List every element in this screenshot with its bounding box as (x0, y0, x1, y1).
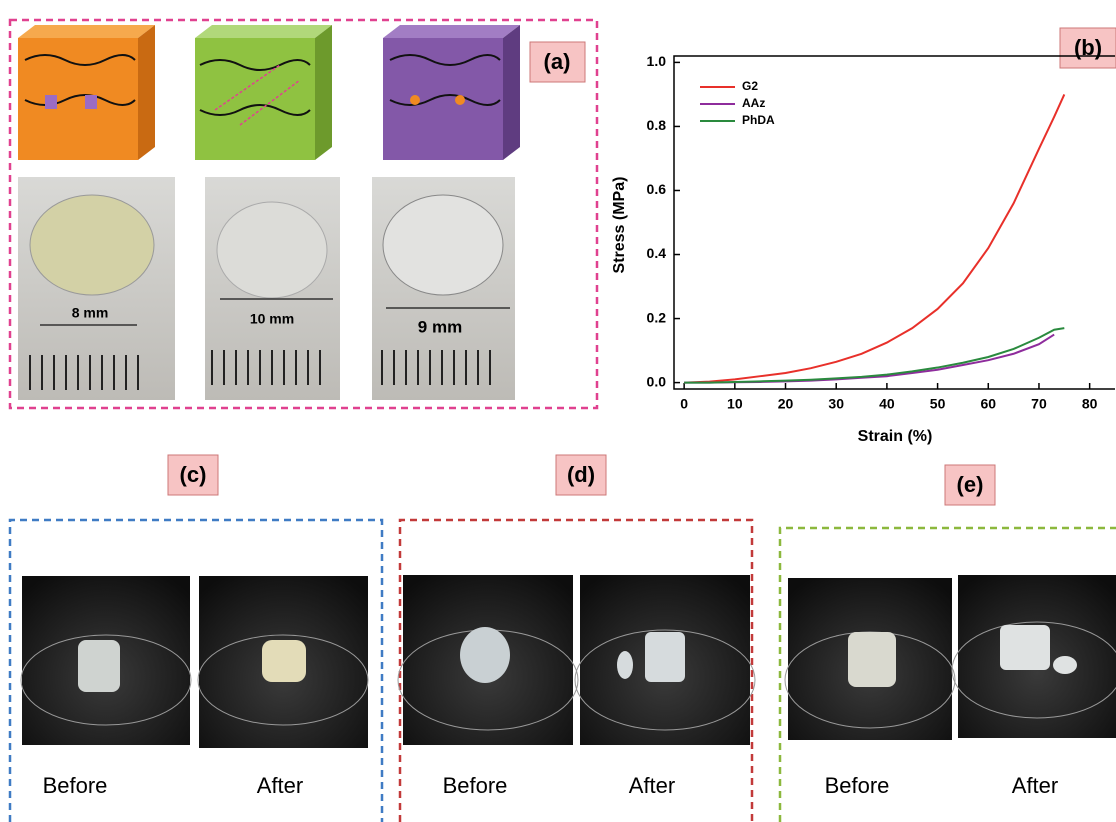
x-tick-label: 80 (1082, 396, 1098, 412)
label-box (555, 454, 607, 496)
x-tick-label: 20 (778, 396, 794, 412)
legend-label: AAz (742, 96, 765, 110)
label-box (167, 454, 219, 496)
cube (195, 25, 332, 160)
caption: After (629, 773, 675, 798)
label-box (529, 41, 586, 83)
line-chart: 0.0 0.2 0.4 0.6 0.8 1.0 0 10 20 30 40 50 60 70 80 G2 AAz… (647, 53, 1115, 412)
photo (397, 575, 756, 745)
caption: After (1012, 773, 1058, 798)
x-axis-label: Strain (%) (858, 428, 933, 445)
legend-label: PhDA (742, 113, 775, 127)
series-line (684, 327, 1065, 384)
y-tick-label: 0.0 (647, 373, 667, 389)
panel-label: (e) (957, 472, 984, 497)
caption: Before (43, 773, 108, 798)
x-tick-label: 0 (680, 396, 688, 412)
y-tick-label: 0.8 (647, 117, 667, 133)
caption: Before (825, 773, 890, 798)
y-tick-label: 0.2 (647, 309, 667, 325)
y-tick-label: 1.0 (647, 53, 667, 69)
x-tick-label: 70 (1031, 396, 1047, 412)
label-box (944, 464, 996, 506)
y-tick-label: 0.6 (647, 181, 667, 197)
panel-label: (a) (544, 49, 571, 74)
x-tick-label: 50 (930, 396, 946, 412)
x-tick-label: 10 (727, 396, 743, 412)
panel-border (8, 18, 599, 410)
cube (383, 25, 520, 160)
caption: Before (443, 773, 508, 798)
cube (18, 25, 155, 160)
x-tick-label: 40 (879, 396, 895, 412)
photo (18, 177, 515, 400)
label-box (1059, 27, 1116, 69)
photo (20, 576, 369, 748)
x-tick-label: 30 (828, 396, 844, 412)
y-tick-label: 0.4 (647, 245, 667, 261)
panel-label: (c) (180, 462, 207, 487)
scale-label: 10 mm (250, 311, 294, 327)
panel-label: (d) (567, 462, 595, 487)
series-line (684, 94, 1066, 384)
caption: After (257, 773, 303, 798)
scale-label: 9 mm (418, 317, 462, 336)
panel-border (778, 526, 1116, 822)
photo (784, 575, 1116, 740)
scale-label: 8 mm (72, 305, 109, 321)
axis-frame (673, 55, 1115, 390)
y-axis-label: Stress (MPa) (611, 177, 628, 274)
x-tick-label: 60 (980, 396, 996, 412)
panel-border (8, 518, 384, 822)
panel-border (398, 518, 754, 822)
legend-label: G2 (742, 79, 758, 93)
